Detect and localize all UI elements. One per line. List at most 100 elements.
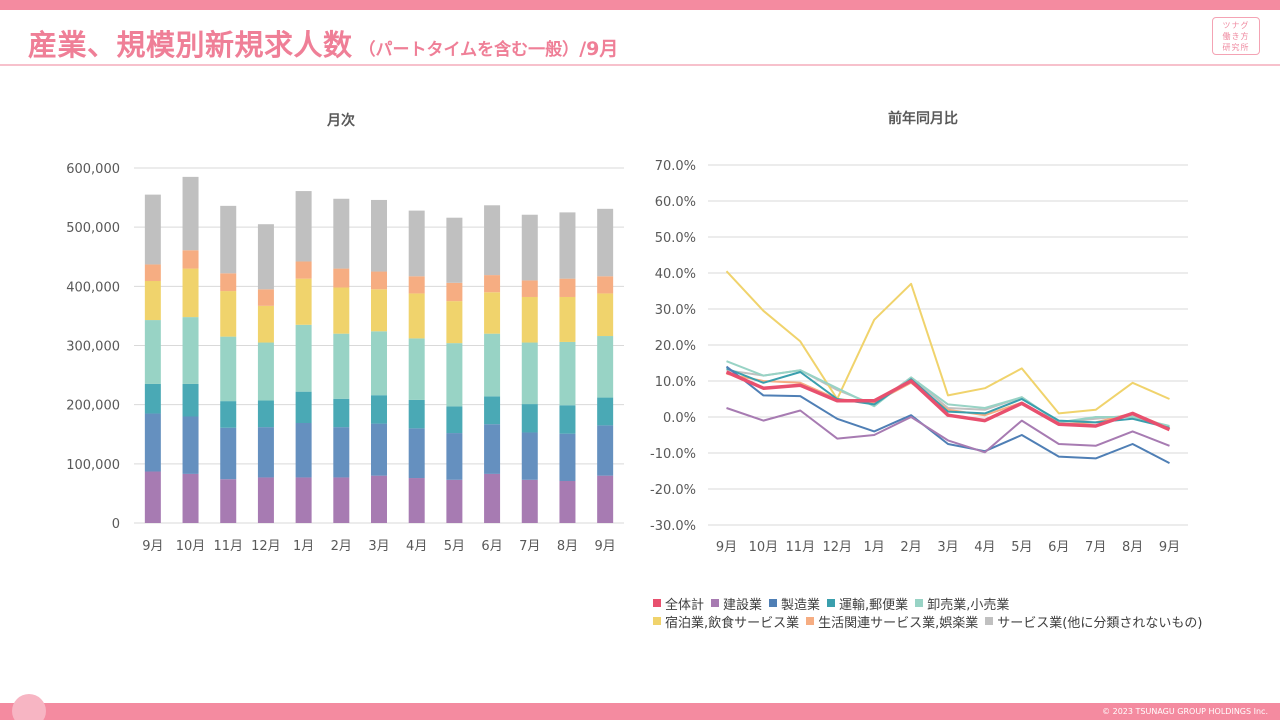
legend-row: 宿泊業,飲食サービス業 生活関連サービス業,娯楽業 サービス業(他に分類されないもの… [653, 612, 1273, 631]
legend-swatch [985, 617, 994, 625]
bar-segment [597, 293, 614, 337]
bar-segment [484, 424, 501, 474]
legend-swatch [653, 617, 661, 625]
bar-segment [257, 427, 274, 478]
legend-label: 運輸,郵便業 [839, 597, 909, 613]
bar-y-tick-label: 300,000 [66, 340, 120, 355]
bar-segment [333, 477, 350, 523]
bar-segment [371, 271, 387, 290]
bar-segment [144, 413, 161, 472]
bar-y-tick-label: 200,000 [66, 399, 120, 414]
bar-segment [559, 296, 576, 342]
legend-item: サービス業(他に分類されないもの) [985, 612, 1202, 631]
legend-item: 生活関連サービス業,娯楽業 [806, 612, 978, 631]
bar-segment [521, 479, 538, 523]
line-y-tick-label: 20.0% [655, 339, 696, 354]
legend-label: 建設業 [723, 597, 763, 613]
bar-x-tick-label: 7月 [519, 539, 540, 554]
bar-segment [446, 433, 463, 480]
legend-label: 生活関連サービス業,娯楽業 [818, 615, 979, 631]
line-series [725, 270, 1170, 415]
bar-segment [144, 320, 161, 384]
bar-segment [220, 291, 237, 337]
bar-segment [597, 276, 614, 294]
bar-segment [559, 341, 576, 406]
line-x-tick-label: 2月 [900, 540, 921, 555]
bar-segment [408, 478, 425, 523]
legend-label: 宿泊業,飲食サービス業 [665, 615, 800, 631]
bar-segment [371, 423, 387, 476]
line-x-tick-label: 4月 [974, 540, 995, 555]
legend-item: 卸売業,小売業 [915, 594, 1009, 613]
bar-segment [559, 433, 576, 481]
bar-segment [257, 289, 274, 306]
bar-segment [371, 331, 387, 396]
legend-label: 卸売業,小売業 [927, 597, 1010, 613]
bar-x-tick-label: 10月 [176, 539, 206, 554]
bar-segment [257, 342, 274, 401]
bar-x-tick-label: 9月 [142, 539, 163, 554]
bar-segment [144, 281, 161, 321]
legend-item: 建設業 [711, 594, 762, 613]
bar-segment [408, 210, 425, 277]
line-y-tick-label: 30.0% [655, 303, 696, 318]
page-title-main: 産業、規模別新規求人数 [28, 28, 353, 62]
bar-x-tick-label: 8月 [557, 539, 578, 554]
bar-segment [446, 479, 463, 523]
monthly-stacked-bar-chart: 月次 0 100,000 200,000 300,000 400,000 500,000 60… [66, 112, 624, 554]
bar-segment [559, 480, 576, 523]
bar-segment [333, 198, 350, 269]
line-series [725, 365, 1170, 464]
line-x-tick-label: 12月 [822, 540, 852, 555]
legend-swatch [806, 617, 815, 625]
bar-segment [182, 250, 199, 269]
bar-segment [144, 194, 161, 265]
line-y-tick-label: -10.0% [650, 447, 696, 462]
company-logo: ツナグ 働き方 研究所 [1212, 17, 1260, 55]
bar-segment [295, 477, 312, 523]
bar-segment [220, 273, 237, 292]
bar-segment [333, 333, 350, 399]
line-x-tick-label: 8月 [1122, 540, 1143, 555]
line-y-tick-label: -30.0% [650, 519, 696, 534]
line-series [726, 360, 1170, 427]
line-x-tick-label: 1月 [864, 540, 885, 555]
line-x-tick-label: 11月 [786, 540, 816, 555]
bar-segment [559, 278, 576, 297]
bar-x-tick-label: 2月 [331, 539, 352, 554]
bar-segment [521, 342, 538, 405]
bar-segment [484, 205, 501, 276]
line-x-tick-label: 3月 [937, 540, 958, 555]
bar-segment [257, 477, 274, 523]
line-x-tick-label: 10月 [749, 540, 779, 555]
bar-segment [521, 296, 538, 343]
bar-segment [182, 317, 199, 384]
bar-segment [220, 205, 237, 274]
legend-item: 製造業 [769, 594, 820, 613]
legend-label: サービス業(他に分類されないもの) [997, 615, 1203, 631]
bar-segment [597, 336, 614, 398]
bar-segment [484, 333, 501, 397]
bar-segment [484, 396, 501, 425]
legend-row: 全体計 建設業 製造業 運輸,郵便業 卸売業,小売業 [653, 594, 1273, 613]
bar-y-tick-label: 600,000 [66, 162, 120, 177]
bar-segment [559, 405, 576, 434]
line-x-tick-label: 7月 [1085, 540, 1106, 555]
bar-segment [446, 282, 463, 302]
bar-segment [446, 406, 463, 434]
bar-segment [220, 479, 237, 523]
logo-line-3: 研究所 [1222, 43, 1250, 52]
bar-x-tick-label: 9月 [595, 539, 616, 554]
bar-segment [371, 395, 387, 424]
bar-segment [333, 427, 350, 478]
bar-segment [182, 176, 199, 251]
bar-segment [295, 191, 312, 262]
line-x-tick-label: 5月 [1011, 540, 1032, 555]
bar-segment [521, 280, 538, 297]
legend-item: 全体計 [653, 594, 704, 613]
logo-line-1: ツナグ [1222, 21, 1250, 30]
line-chart-legend: 全体計 建設業 製造業 運輸,郵便業 卸売業,小売業宿泊業,飲食サービス業 生活関連サービ… [653, 594, 1273, 631]
yoy-line-chart: 前年同月比 -30.0% -20.0% -10.0% 0.0% 10.0% 20.0% 30.… [650, 110, 1188, 555]
bar-segment [446, 217, 463, 283]
bar-segment [295, 261, 312, 279]
